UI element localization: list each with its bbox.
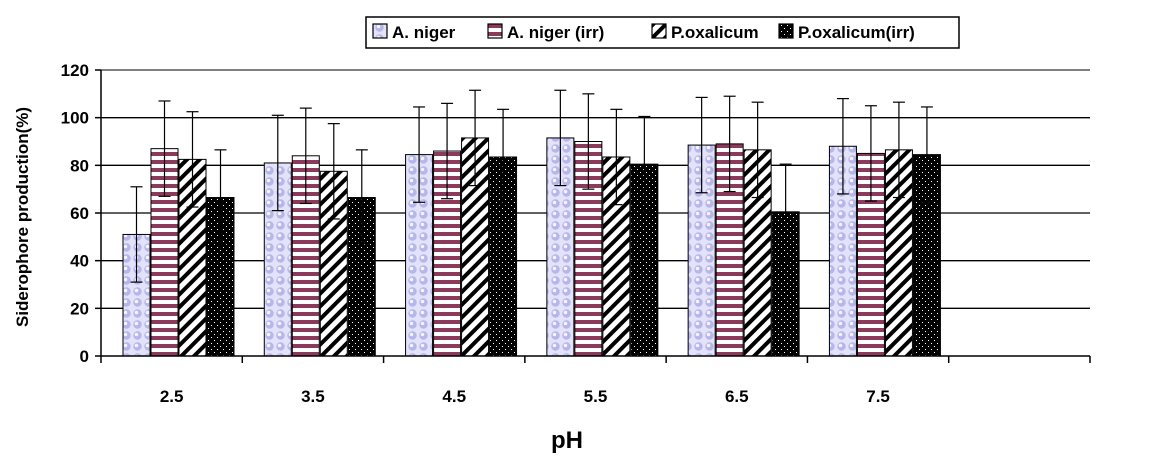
legend-swatch — [778, 23, 794, 39]
error-bar — [299, 107, 312, 205]
legend-swatch — [487, 23, 503, 39]
legend-label: P.oxalicum(irr) — [798, 23, 915, 42]
x-tick-label: 6.5 — [725, 387, 749, 406]
y-axis-title: Siderophore production(%) — [13, 107, 32, 327]
legend: A. niger A. niger (irr) P.oxalicum P.oxalic… — [365, 16, 960, 49]
y-tick-label: 80 — [70, 156, 89, 175]
error-bar — [779, 163, 792, 261]
error-bar — [751, 101, 764, 199]
error-bar — [327, 123, 340, 220]
y-tick-label: 0 — [80, 347, 89, 366]
error-bars — [130, 89, 933, 283]
x-tick-label: 4.5 — [442, 387, 466, 406]
legend-item: A. niger — [372, 23, 456, 42]
error-bar — [864, 105, 877, 202]
error-bar — [497, 108, 510, 206]
x-axis-title: pH — [551, 427, 583, 454]
legend-item: P.oxalicum — [651, 23, 759, 42]
legend-swatch — [651, 23, 667, 39]
error-bar — [920, 106, 933, 203]
error-bar — [271, 114, 284, 212]
axes — [95, 69, 1091, 363]
error-bar — [695, 96, 708, 194]
x-tick-label: 2.5 — [160, 387, 184, 406]
y-tick-label: 120 — [61, 61, 89, 80]
y-tick-label: 40 — [70, 252, 89, 271]
error-bar — [836, 97, 849, 195]
error-bar — [158, 100, 171, 197]
error-bar — [441, 102, 454, 200]
x-tick-label: 7.5 — [866, 387, 890, 406]
legend-swatch — [372, 23, 388, 39]
error-bar — [554, 89, 567, 187]
error-bar — [413, 106, 426, 203]
legend-label: A. niger — [392, 23, 456, 42]
error-bar — [582, 93, 595, 190]
error-bar — [610, 108, 623, 206]
y-tick-label: 20 — [70, 299, 89, 318]
error-bar — [186, 111, 199, 208]
error-bar — [892, 101, 905, 199]
error-bar — [638, 115, 651, 213]
error-bar — [723, 95, 736, 193]
error-bar — [355, 149, 368, 246]
tick-labels: 0 20 40 60 80 100 120 2.5 3.5 4.5 5.5 6.5 7.5 — [61, 61, 890, 406]
legend-label: P.oxalicum — [671, 23, 759, 42]
error-bar — [130, 186, 143, 283]
x-tick-label: 5.5 — [584, 387, 608, 406]
x-tick-label: 3.5 — [301, 387, 325, 406]
legend-label: A. niger (irr) — [507, 23, 604, 42]
legend-item: P.oxalicum(irr) — [778, 23, 915, 42]
y-tick-label: 60 — [70, 204, 89, 223]
legend-item: A. niger (irr) — [487, 23, 604, 42]
error-bar — [214, 149, 227, 246]
bars — [122, 137, 941, 357]
error-bar — [469, 89, 482, 187]
y-tick-label: 100 — [61, 109, 89, 128]
